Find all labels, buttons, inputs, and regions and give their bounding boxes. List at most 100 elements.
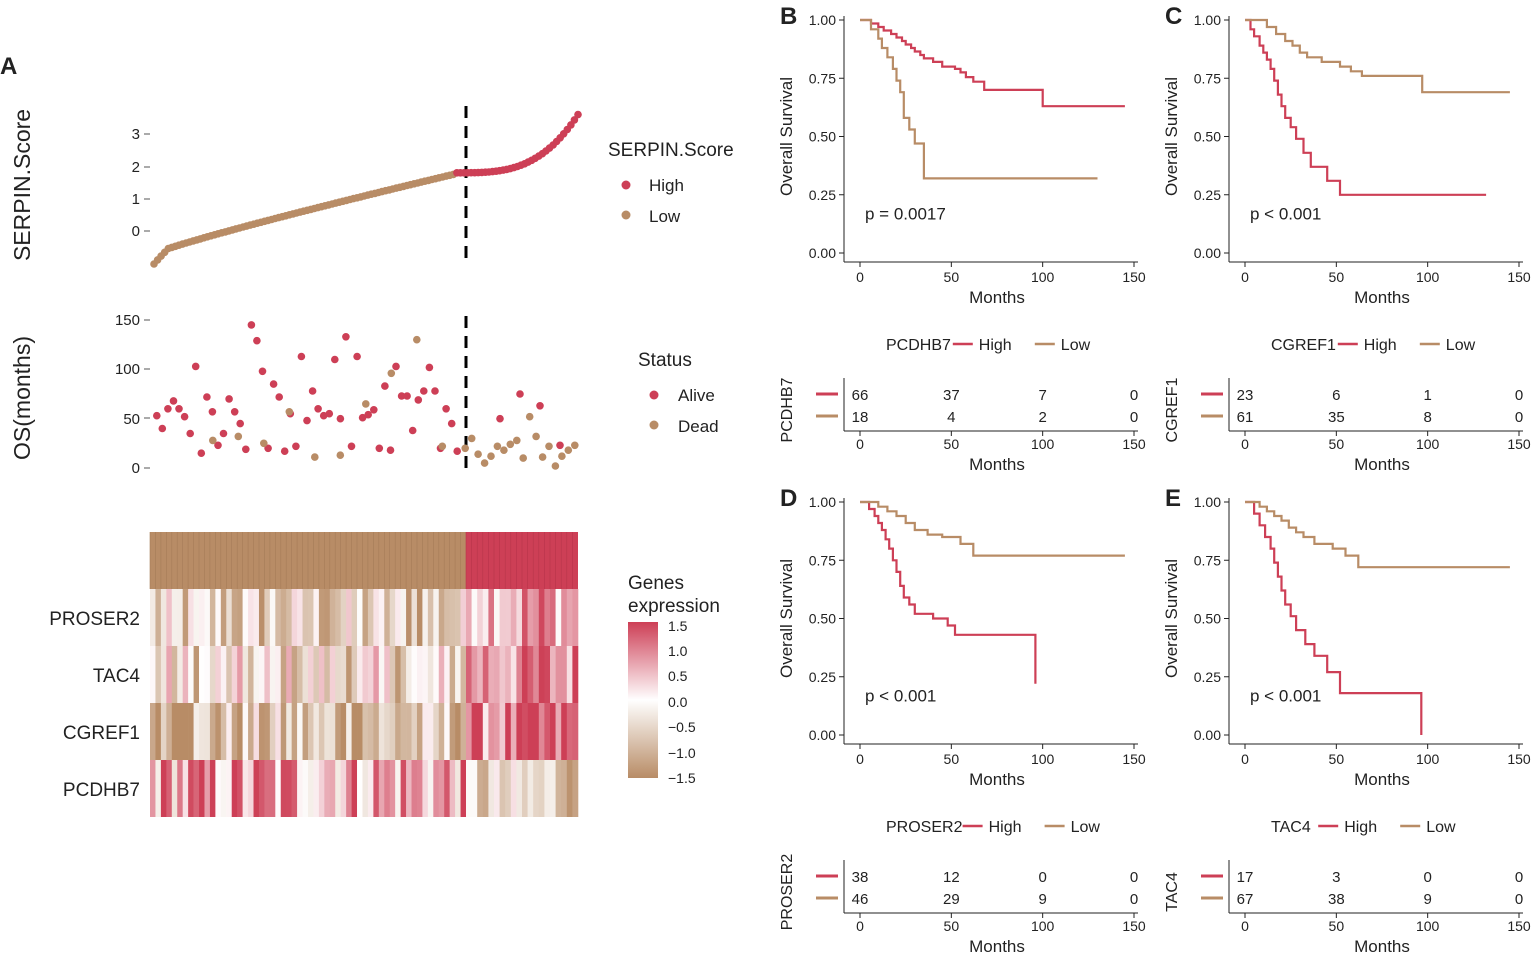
km-ylabel: Overall Survival	[1162, 77, 1181, 196]
km-ytick-label: 0.50	[809, 129, 836, 145]
heatmap-cell	[455, 589, 461, 646]
heatmap-cell	[533, 646, 540, 703]
heatmap-cell	[427, 646, 434, 703]
risk-xtick-label: 0	[1241, 436, 1249, 452]
score-ytick-1: 1	[132, 191, 140, 208]
heatmap-cell	[248, 646, 254, 703]
km-p-value: p < 0.001	[1250, 204, 1321, 223]
heatmap-cell	[357, 646, 363, 703]
heatmap-cell	[226, 760, 233, 817]
os-legend-title: Status	[638, 350, 692, 371]
risk-count-high: 66	[852, 387, 869, 404]
heatmap-cell	[550, 703, 556, 760]
heatmap-cell	[150, 589, 156, 646]
os-point-dead	[260, 439, 268, 448]
os-point-alive	[164, 405, 172, 413]
os-point-dead	[525, 412, 534, 421]
heatmap-legend: Genes expression 1.5 1.0 0.5 0.0 −0.5 −1…	[628, 573, 720, 786]
panel-a: A SERPIN.Score 3 2 1 0 SERPIN.Score High…	[0, 53, 734, 817]
heatmap-cell	[166, 646, 173, 703]
risk-count-high: 17	[1237, 869, 1254, 886]
heatmap-cell	[308, 760, 314, 817]
heatmap-cell	[302, 589, 309, 646]
heatmap-cell	[400, 760, 407, 817]
risk-count-low: 8	[1423, 409, 1431, 426]
heatmap-cell	[538, 646, 545, 703]
heatmap-cell	[555, 646, 562, 703]
heatmap-cell	[237, 703, 243, 760]
heatmap-cell	[286, 703, 292, 760]
heatmap-cell	[258, 760, 265, 817]
os-point-alive	[392, 362, 400, 371]
heatmap-cell	[494, 760, 500, 817]
heatmap-cell	[269, 703, 276, 760]
km-xtick-label: 150	[1507, 269, 1531, 285]
heatmap-cell	[231, 703, 238, 760]
heatmap-cell	[572, 646, 579, 703]
heatmap-legend-title-line2: expression	[628, 596, 720, 617]
risk-count-high: 0	[1130, 869, 1138, 886]
os-point-alive	[169, 397, 178, 405]
heatmap-cell	[329, 760, 336, 817]
heatmap-legend-title-line1: Genes	[628, 573, 684, 594]
os-point-alive	[275, 393, 284, 401]
heatmap-cell	[258, 703, 265, 760]
heatmap-cell	[555, 760, 562, 817]
panel-a-label: A	[0, 53, 17, 80]
heatmap-cell	[395, 760, 401, 817]
heatmap-cell	[248, 760, 254, 817]
os-point-dead	[362, 400, 370, 408]
heatmap-cell	[291, 703, 298, 760]
heatmap-cell	[406, 589, 412, 646]
heatmap-cell	[209, 589, 216, 646]
os-point-dead	[493, 442, 502, 451]
heatmap-cell	[411, 589, 418, 646]
km-ytick-label: 0.50	[809, 611, 836, 627]
heatmap-cell	[433, 589, 440, 646]
km-xtick-label: 100	[1416, 269, 1440, 285]
heatmap-cell	[318, 589, 325, 646]
km-ytick-label: 0.75	[809, 552, 836, 568]
heatmap-cell	[477, 703, 484, 760]
os-point-dead	[513, 436, 521, 445]
km-ytick-label: 0.00	[1194, 727, 1221, 743]
heatmap-cell	[280, 760, 287, 817]
risk-count-low: 46	[852, 891, 869, 908]
heatmap-row-label-pcdhb7: PCDHB7	[63, 780, 140, 801]
risk-xtick-label: 50	[1329, 436, 1345, 452]
heatmap-cell	[335, 646, 341, 703]
heatmap-cell	[527, 589, 534, 646]
heatmap-cell	[280, 646, 287, 703]
heatmap-cell	[466, 589, 472, 646]
risk-xtick-label: 100	[1416, 918, 1440, 934]
heatmap-cell	[291, 589, 298, 646]
heatmap-cell	[460, 703, 467, 760]
os-plot: OS(months) 150 100 50 0	[9, 312, 579, 477]
km-legend-high-label: High	[1364, 337, 1397, 354]
heatmap-cell	[209, 646, 216, 703]
heatmap-cell	[488, 760, 495, 817]
heatmap-cell	[248, 589, 254, 646]
os-point-dead	[209, 436, 217, 445]
heatmap-cell	[329, 703, 336, 760]
heatmap-cell	[193, 646, 200, 703]
os-point-alive	[153, 411, 161, 420]
heatmap-cell	[389, 760, 396, 817]
risk-count-low: 2	[1038, 409, 1046, 426]
heatmap-cell	[411, 703, 418, 760]
os-point-alive	[158, 424, 167, 433]
heatmap-cell	[275, 703, 282, 760]
heatmap-cell	[494, 646, 500, 703]
heatmap-cell	[367, 589, 374, 646]
heatmap-cell	[433, 760, 440, 817]
os-point-alive	[253, 336, 261, 345]
heatmap-cell	[171, 646, 178, 703]
heatmap-cell	[522, 703, 528, 760]
heatmap-cell	[455, 646, 461, 703]
km-ytick-label: 1.00	[809, 12, 836, 28]
os-point-dead	[461, 444, 470, 453]
heatmap-cell	[226, 703, 233, 760]
heatmap-cell	[242, 760, 249, 817]
heatmap-cell	[150, 703, 156, 760]
heatmap-cell	[313, 646, 320, 703]
